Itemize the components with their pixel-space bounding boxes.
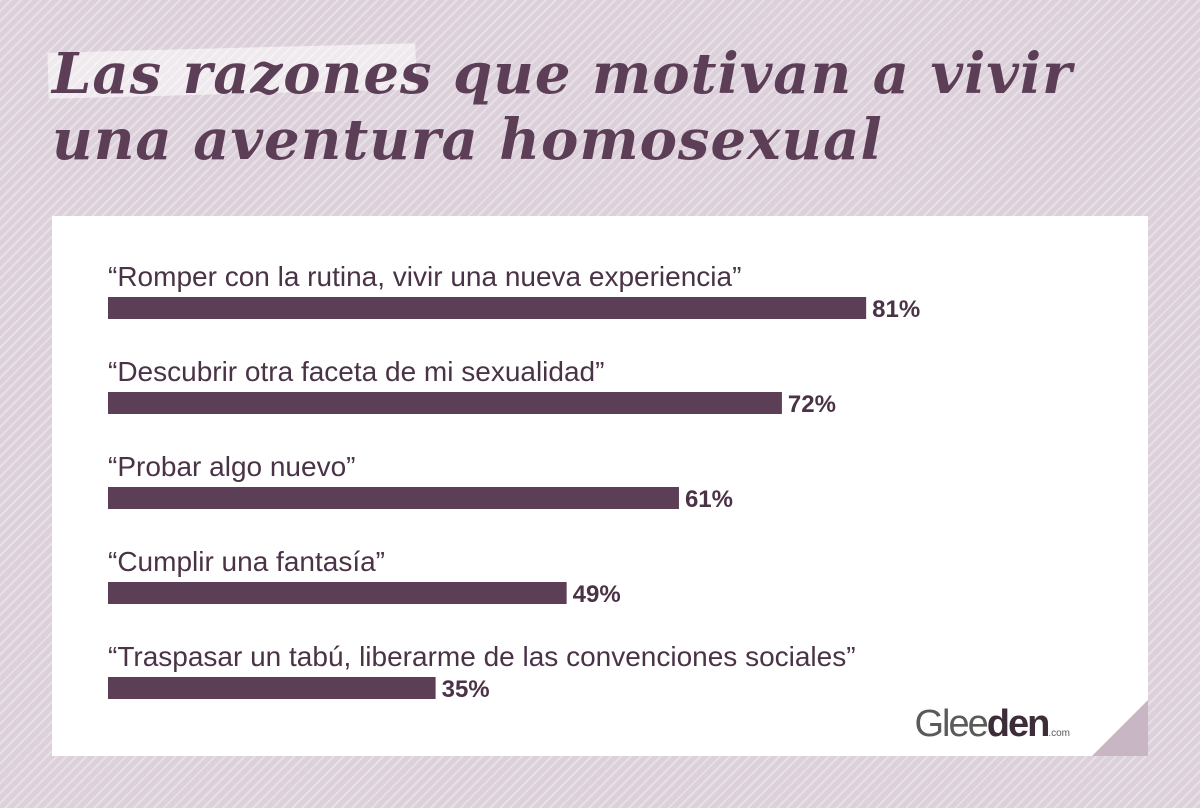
chart-title-line-1: Las razones que motivan a vivir xyxy=(52,41,1073,107)
bar xyxy=(108,392,782,414)
chart-title-line-2: una aventura homosexual xyxy=(52,107,883,173)
bar xyxy=(108,487,679,509)
category-label: “Probar algo nuevo” xyxy=(108,451,355,482)
bar xyxy=(108,677,436,699)
category-label: “Cumplir una fantasía” xyxy=(108,546,385,577)
value-label: 72% xyxy=(788,391,836,418)
category-label: “Romper con la rutina, vivir una nueva e… xyxy=(108,261,741,292)
value-label: 35% xyxy=(442,676,490,703)
logo-prefix: Glee xyxy=(914,703,988,745)
gleeden-logo: Gleeden.com xyxy=(914,703,1070,746)
chart-card: “Romper con la rutina, vivir una nueva e… xyxy=(52,216,1148,756)
logo-main: den xyxy=(986,703,1051,745)
bar-chart: “Romper con la rutina, vivir una nueva e… xyxy=(108,261,920,703)
bar xyxy=(108,297,867,319)
logo-suffix: .com xyxy=(1048,728,1070,739)
value-label: 81% xyxy=(872,296,920,323)
bar xyxy=(108,582,567,604)
value-label: 49% xyxy=(573,581,621,608)
category-label: “Traspasar un tabú, liberarme de las con… xyxy=(108,641,856,672)
page-fold-corner xyxy=(1092,700,1148,756)
title-block: Las razones que motivan a vivir una aven… xyxy=(47,32,1152,182)
category-label: “Descubrir otra faceta de mi sexualidad” xyxy=(108,356,604,387)
value-label: 61% xyxy=(685,486,733,513)
